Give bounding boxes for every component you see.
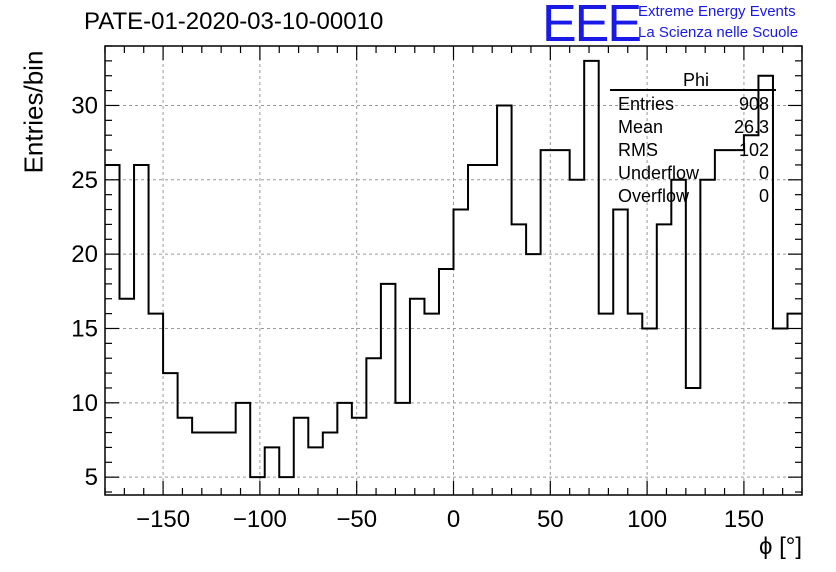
x-tick-label: −50 [336,506,377,533]
y-tick-label: 10 [71,390,98,417]
x-tick-label: 100 [627,506,667,533]
stats-row-label: RMS [618,140,658,160]
stats-row-label: Entries [618,94,674,114]
y-tick-label: 30 [71,92,98,119]
stats-row-value: 0 [759,186,769,206]
y-tick-label: 25 [71,167,98,194]
stats-row-label: Mean [618,117,663,137]
y-tick-label: 20 [71,241,98,268]
axis-tick-labels: −150 −100 −50 0 50 100 150 5 10 15 20 25 30 [71,92,764,533]
chart-title: PATE-01-2020-03-10-00010 [84,8,384,35]
x-tick-label: 0 [447,506,460,533]
y-tick-label: 5 [85,464,98,491]
stats-row-value: 26.3 [734,117,769,137]
stats-box-title: Phi [683,70,709,90]
stats-row-value: 102 [739,140,769,160]
stats-box: Phi Entries 908 Mean 26.3 RMS 102 Underflow 0 Ove… [610,70,776,206]
x-tick-label: −150 [136,506,190,533]
x-tick-label: 50 [537,506,564,533]
stats-row-label: Underflow [618,163,700,183]
histogram-line [105,59,802,479]
eee-logo: EEE [542,0,642,53]
stats-row-value: 0 [759,163,769,183]
grid-lines [105,46,802,495]
y-axis-label: Entries/bin [18,50,49,174]
x-tick-label: −100 [233,506,287,533]
stats-row-label: Overflow [618,186,690,206]
logo-caption-line2: La Scienza nelle Scuole [638,24,799,41]
y-tick-label: 15 [71,315,98,342]
axis-ticks [104,45,803,495]
x-axis-label: ϕ [°] [758,533,802,560]
stats-row-value: 908 [739,94,769,114]
histogram-series [105,59,802,479]
x-tick-label: 150 [724,506,764,533]
logo-caption-line1: Extreme Energy Events [638,3,796,20]
